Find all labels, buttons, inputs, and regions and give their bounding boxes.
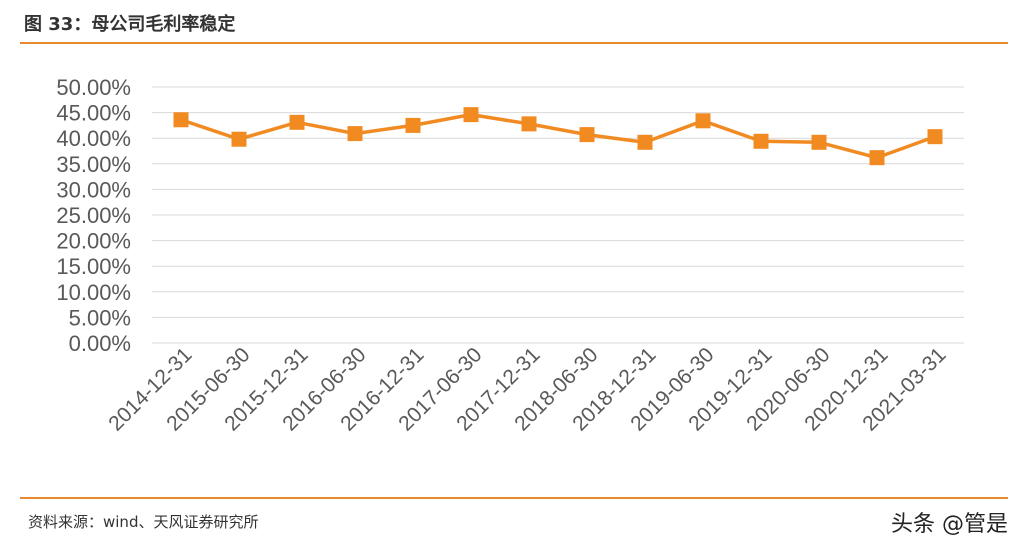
x-axis-tick-labels: 2014-12-312015-06-302015-12-312016-06-30… <box>104 343 950 435</box>
y-tick-label: 50.00% <box>56 75 131 100</box>
y-tick-label: 5.00% <box>69 305 131 330</box>
data-point-marker <box>811 134 827 150</box>
data-point-marker <box>695 113 711 129</box>
data-point-marker <box>405 117 421 133</box>
gridlines <box>152 86 964 344</box>
figure-title: 图 33：母公司毛利率稳定 <box>24 14 236 35</box>
source-note: 资料来源：wind、天风证券研究所 <box>28 513 259 531</box>
data-point-marker <box>289 114 305 130</box>
data-point-marker <box>927 129 943 145</box>
series-markers <box>173 107 943 166</box>
data-point-marker <box>521 116 537 132</box>
y-tick-label: 25.00% <box>56 203 131 228</box>
data-point-marker <box>753 133 769 149</box>
title-divider <box>20 42 1008 44</box>
y-tick-label: 20.00% <box>56 229 131 254</box>
data-point-marker <box>347 126 363 142</box>
y-tick-label: 45.00% <box>56 101 131 126</box>
data-point-marker <box>463 107 479 123</box>
y-tick-label: 15.00% <box>56 254 131 279</box>
source-divider <box>20 497 1008 499</box>
data-point-marker <box>869 150 885 166</box>
y-tick-label: 10.00% <box>56 280 131 305</box>
y-tick-label: 30.00% <box>56 177 131 202</box>
watermark-text: 头条 @管是 <box>891 512 1008 537</box>
series-line <box>180 112 936 160</box>
y-tick-label: 40.00% <box>56 126 131 151</box>
data-point-marker <box>637 134 653 150</box>
series-line <box>180 112 936 160</box>
y-tick-label: 0.00% <box>69 331 131 356</box>
data-point-marker <box>173 112 189 128</box>
y-axis-tick-labels: 0.00%5.00%10.00%15.00%20.00%25.00%30.00%… <box>56 75 131 356</box>
y-tick-label: 35.00% <box>56 152 131 177</box>
data-point-marker <box>579 127 595 143</box>
data-point-marker <box>231 131 247 147</box>
